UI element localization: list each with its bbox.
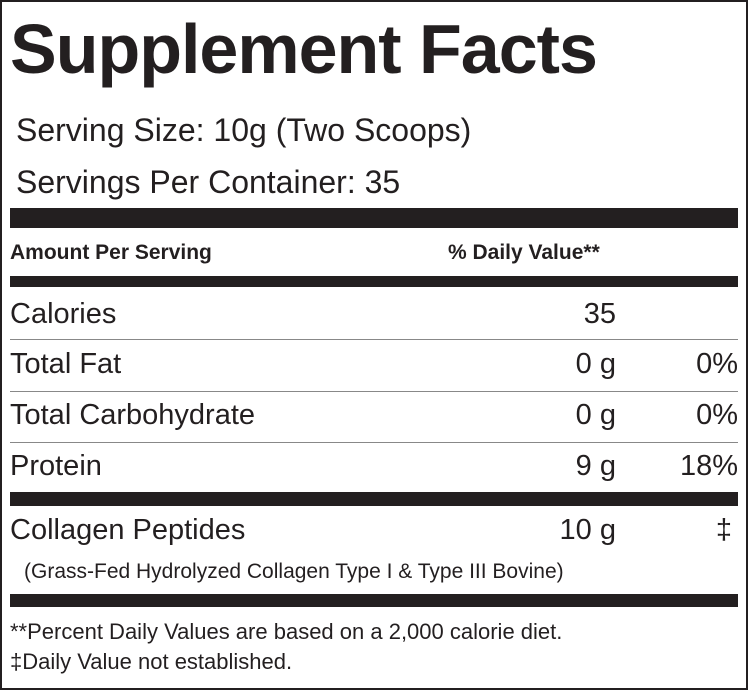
serving-size: Serving Size: 10g (Two Scoops) <box>16 112 472 148</box>
thick-rule <box>10 492 738 506</box>
footnote: ‡Daily Value not established. <box>10 649 293 674</box>
title: Supplement Facts <box>10 10 598 88</box>
nutrient-amount: 35 <box>583 298 616 330</box>
thick-rule <box>10 208 738 228</box>
nutrient-name: Total Carbohydrate <box>10 399 256 431</box>
thick-rule <box>10 594 738 607</box>
column-header: Amount Per Serving <box>10 241 212 264</box>
column-header: % Daily Value** <box>448 241 600 264</box>
thin-rule <box>10 391 738 392</box>
nutrient-name: Collagen Peptides <box>10 514 246 546</box>
nutrient-name: Calories <box>10 298 117 330</box>
daily-value: 18% <box>679 450 738 482</box>
nutrient-name: Protein <box>10 450 102 482</box>
footnote: **Percent Daily Values are based on a 2,… <box>10 619 563 644</box>
daily-value: ‡ <box>715 514 732 546</box>
nutrient-amount: 9 g <box>575 450 616 482</box>
thin-rule <box>10 339 738 340</box>
servings-per-container: Servings Per Container: 35 <box>16 164 401 200</box>
daily-value: 0% <box>696 348 738 380</box>
nutrient-amount: 0 g <box>575 348 616 380</box>
ingredient-note: (Grass-Fed Hydrolyzed Collagen Type I & … <box>24 560 564 583</box>
thin-rule <box>10 442 738 443</box>
nutrient-amount: 10 g <box>559 514 616 546</box>
daily-value: 0% <box>696 399 738 431</box>
nutrient-amount: 0 g <box>575 399 616 431</box>
nutrient-name: Total Fat <box>10 348 122 380</box>
medium-rule <box>10 276 738 287</box>
